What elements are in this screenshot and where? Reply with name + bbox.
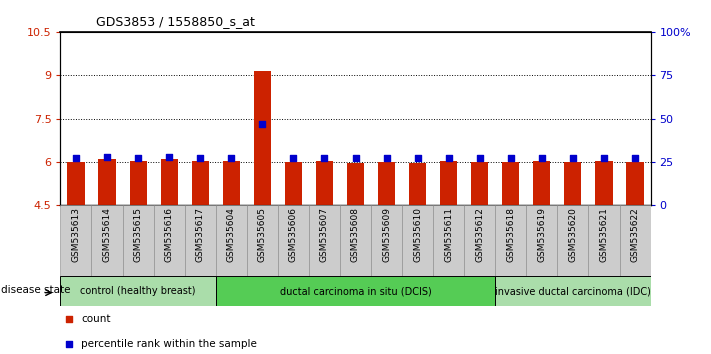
Bar xyxy=(215,276,496,306)
Bar xyxy=(92,205,122,276)
Bar xyxy=(215,205,247,276)
Bar xyxy=(99,159,116,205)
Bar xyxy=(557,205,589,276)
Bar xyxy=(60,276,215,306)
Point xyxy=(381,156,392,161)
Text: percentile rank within the sample: percentile rank within the sample xyxy=(81,339,257,349)
Bar xyxy=(402,205,433,276)
Text: GSM535622: GSM535622 xyxy=(631,207,639,262)
Text: ductal carcinoma in situ (DCIS): ductal carcinoma in situ (DCIS) xyxy=(279,286,432,296)
Text: GSM535611: GSM535611 xyxy=(444,207,453,262)
Text: GSM535609: GSM535609 xyxy=(382,207,391,262)
Bar xyxy=(595,160,612,205)
Text: GSM535615: GSM535615 xyxy=(134,207,143,262)
Point xyxy=(288,156,299,161)
Text: GSM535610: GSM535610 xyxy=(413,207,422,262)
Text: GSM535621: GSM535621 xyxy=(599,207,609,262)
Bar xyxy=(378,162,395,205)
Point xyxy=(164,154,175,160)
Text: GDS3853 / 1558850_s_at: GDS3853 / 1558850_s_at xyxy=(96,15,255,28)
Point xyxy=(102,154,113,160)
Text: GSM535608: GSM535608 xyxy=(351,207,360,262)
Point xyxy=(505,156,516,161)
Text: disease state: disease state xyxy=(1,285,70,295)
Point xyxy=(63,316,75,322)
Point xyxy=(225,156,237,161)
Bar xyxy=(626,162,643,205)
Bar xyxy=(589,205,619,276)
Bar xyxy=(192,160,209,205)
Point xyxy=(319,156,330,161)
Text: GSM535616: GSM535616 xyxy=(165,207,173,262)
Bar xyxy=(60,205,92,276)
Bar xyxy=(309,205,340,276)
Bar xyxy=(161,159,178,205)
Text: control (healthy breast): control (healthy breast) xyxy=(80,286,196,296)
Point xyxy=(567,156,579,161)
Text: GSM535605: GSM535605 xyxy=(258,207,267,262)
Bar xyxy=(129,160,146,205)
Bar xyxy=(496,276,651,306)
Text: GSM535618: GSM535618 xyxy=(506,207,515,262)
Bar xyxy=(185,205,215,276)
Text: invasive ductal carcinoma (IDC): invasive ductal carcinoma (IDC) xyxy=(495,286,651,296)
Bar xyxy=(223,160,240,205)
Point xyxy=(195,156,206,161)
Point xyxy=(70,156,82,161)
Bar xyxy=(68,162,85,205)
Point xyxy=(350,156,361,161)
Bar xyxy=(496,205,526,276)
Bar xyxy=(619,205,651,276)
Point xyxy=(132,156,144,161)
Point xyxy=(598,156,609,161)
Bar xyxy=(154,205,185,276)
Bar xyxy=(347,164,364,205)
Text: GSM535613: GSM535613 xyxy=(72,207,80,262)
Point xyxy=(257,121,268,127)
Bar xyxy=(371,205,402,276)
Bar xyxy=(502,162,519,205)
Bar xyxy=(433,205,464,276)
Text: GSM535604: GSM535604 xyxy=(227,207,236,262)
Text: GSM535607: GSM535607 xyxy=(320,207,329,262)
Bar xyxy=(533,160,550,205)
Bar xyxy=(340,205,371,276)
Point xyxy=(474,156,486,161)
Text: GSM535619: GSM535619 xyxy=(538,207,546,262)
Point xyxy=(443,156,454,161)
Bar xyxy=(409,164,426,205)
Bar xyxy=(440,160,457,205)
Bar xyxy=(285,162,302,205)
Bar xyxy=(471,162,488,205)
Bar xyxy=(526,205,557,276)
Bar xyxy=(316,160,333,205)
Bar xyxy=(122,205,154,276)
Bar xyxy=(254,71,271,205)
Text: GSM535606: GSM535606 xyxy=(289,207,298,262)
Text: GSM535612: GSM535612 xyxy=(475,207,484,262)
Text: GSM535614: GSM535614 xyxy=(102,207,112,262)
Bar xyxy=(464,205,496,276)
Text: count: count xyxy=(81,314,111,324)
Point xyxy=(536,156,547,161)
Bar xyxy=(565,162,582,205)
Text: GSM535620: GSM535620 xyxy=(568,207,577,262)
Bar xyxy=(278,205,309,276)
Bar xyxy=(247,205,278,276)
Point xyxy=(629,156,641,161)
Point xyxy=(63,341,75,347)
Text: GSM535617: GSM535617 xyxy=(196,207,205,262)
Point xyxy=(412,156,423,161)
